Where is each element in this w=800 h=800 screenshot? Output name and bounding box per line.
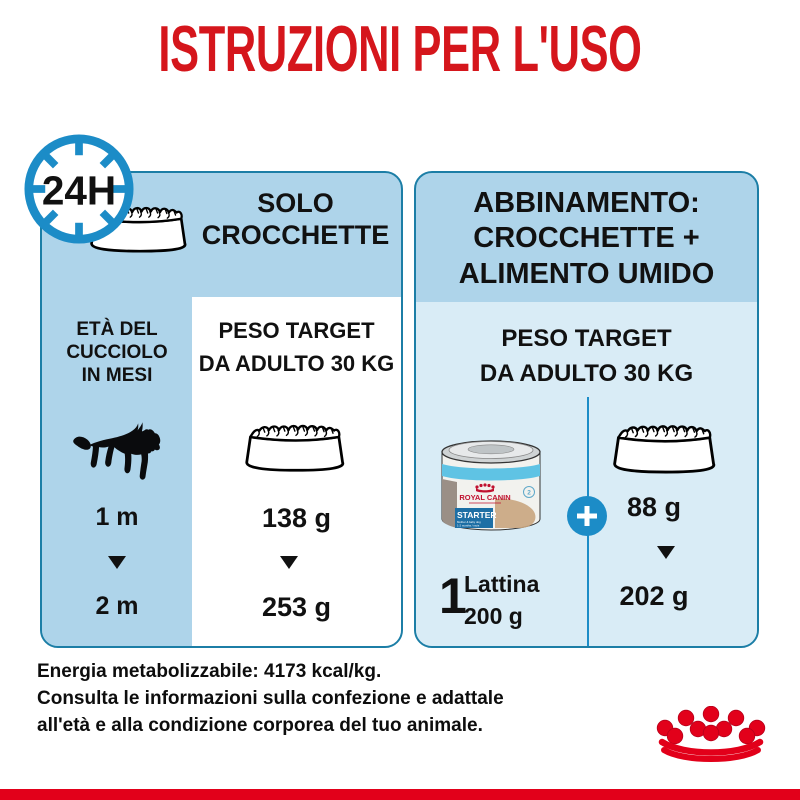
svg-text:24H: 24H bbox=[42, 167, 116, 213]
